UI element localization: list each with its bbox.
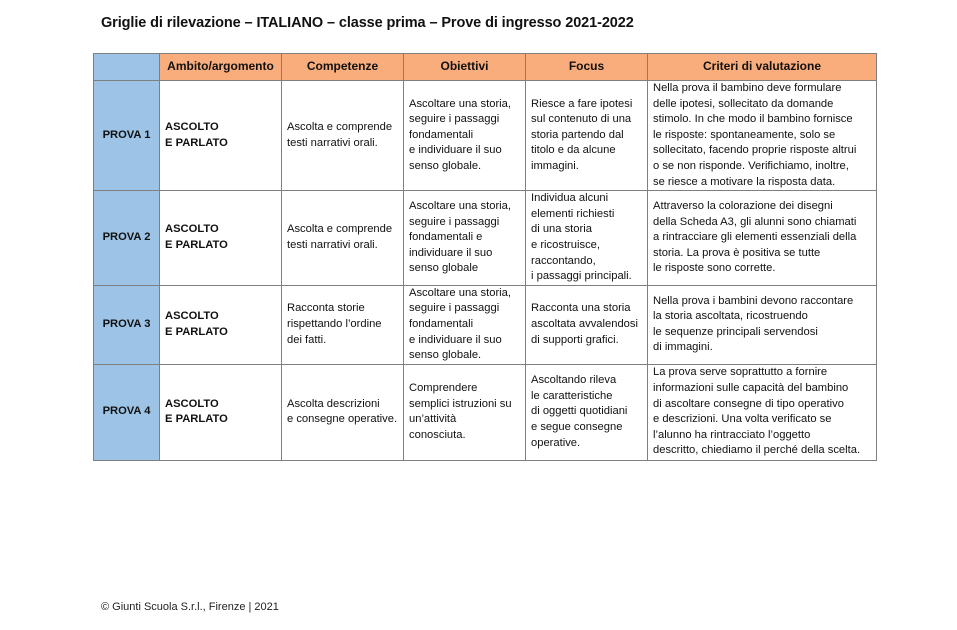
focus-cell: Ascoltando rileva le caratteristiche di … xyxy=(525,363,648,461)
table-row: PROVA 2 ASCOLTO E PARLATO Ascolta e comp… xyxy=(93,190,877,286)
header-competenze: Competenze xyxy=(281,53,404,81)
ambito-cell: ASCOLTO E PARLATO xyxy=(159,79,282,192)
header-criteri: Criteri di valutazione xyxy=(647,53,877,81)
criteri-cell: La prova serve soprattutto a fornire inf… xyxy=(647,363,877,461)
prova-label: PROVA 4 xyxy=(93,363,160,461)
competenze-cell: Racconta storie rispettando l’ordine dei… xyxy=(281,284,404,365)
competenze-cell: Ascolta e comprende testi narrativi oral… xyxy=(281,190,404,286)
header-corner-cell xyxy=(93,53,160,81)
header-focus: Focus xyxy=(525,53,648,81)
table-row: PROVA 4 ASCOLTO E PARLATO Ascolta descri… xyxy=(93,363,877,461)
competenze-cell: Ascolta e comprende testi narrativi oral… xyxy=(281,79,404,192)
prova-label: PROVA 3 xyxy=(93,284,160,365)
focus-cell: Racconta una storia ascoltata avvalendos… xyxy=(525,284,648,365)
criteri-cell: Nella prova i bambini devono raccontare … xyxy=(647,284,877,365)
criteri-cell: Nella prova il bambino deve formulare de… xyxy=(647,79,877,192)
prova-label: PROVA 2 xyxy=(93,190,160,286)
competenze-cell: Ascolta descrizioni e consegne operative… xyxy=(281,363,404,461)
header-obiettivi: Obiettivi xyxy=(403,53,526,81)
obiettivi-cell: Comprendere semplici istruzioni su un’at… xyxy=(403,363,526,461)
obiettivi-cell: Ascoltare una storia, seguire i passaggi… xyxy=(403,190,526,286)
header-ambito: Ambito/argomento xyxy=(159,53,282,81)
focus-cell: Individua alcuni elementi richiesti di u… xyxy=(525,190,648,286)
obiettivi-cell: Ascoltare una storia, seguire i passaggi… xyxy=(403,284,526,365)
table-header-row: Ambito/argomento Competenze Obiettivi Fo… xyxy=(93,53,877,81)
obiettivi-cell: Ascoltare una storia, seguire i passaggi… xyxy=(403,79,526,192)
ambito-cell: ASCOLTO E PARLATO xyxy=(159,363,282,461)
ambito-cell: ASCOLTO E PARLATO xyxy=(159,190,282,286)
table-row: PROVA 3 ASCOLTO E PARLATO Racconta stori… xyxy=(93,284,877,365)
page-title: Griglie di rilevazione – ITALIANO – clas… xyxy=(101,15,634,31)
copyright-footer: © Giunti Scuola S.r.l., Firenze | 2021 xyxy=(101,601,279,613)
ambito-cell: ASCOLTO E PARLATO xyxy=(159,284,282,365)
focus-cell: Riesce a fare ipotesi sul contenuto di u… xyxy=(525,79,648,192)
table-row: PROVA 1 ASCOLTO E PARLATO Ascolta e comp… xyxy=(93,79,877,192)
prova-label: PROVA 1 xyxy=(93,79,160,192)
criteri-cell: Attraverso la colorazione dei disegni de… xyxy=(647,190,877,286)
assessment-grid-table: Ambito/argomento Competenze Obiettivi Fo… xyxy=(93,53,877,461)
